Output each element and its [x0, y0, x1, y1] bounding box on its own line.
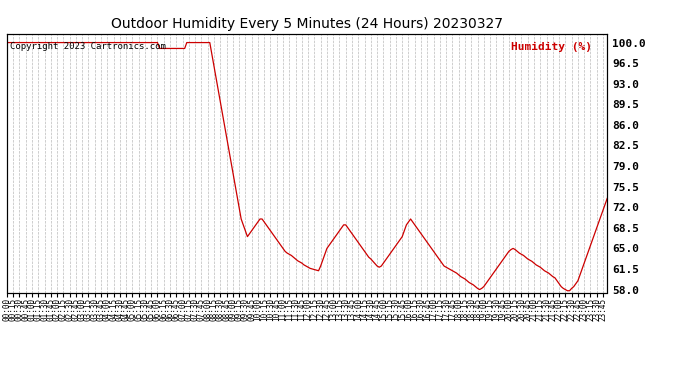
- Text: Humidity (%): Humidity (%): [511, 42, 592, 51]
- Title: Outdoor Humidity Every 5 Minutes (24 Hours) 20230327: Outdoor Humidity Every 5 Minutes (24 Hou…: [111, 17, 503, 31]
- Text: Copyright 2023 Cartronics.com: Copyright 2023 Cartronics.com: [10, 42, 166, 51]
